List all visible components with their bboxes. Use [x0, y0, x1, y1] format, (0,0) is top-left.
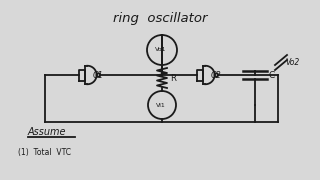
- Text: Vo2: Vo2: [285, 57, 299, 66]
- Text: G1: G1: [92, 71, 103, 80]
- Text: Assume: Assume: [28, 127, 67, 137]
- Text: ring  oscillator: ring oscillator: [113, 12, 207, 24]
- Text: (1)  Total  VTC: (1) Total VTC: [18, 147, 71, 156]
- Text: C: C: [269, 71, 275, 80]
- Text: G2: G2: [211, 71, 221, 80]
- Text: Vi1: Vi1: [156, 102, 166, 107]
- Text: R: R: [170, 73, 176, 82]
- Text: Vo1: Vo1: [155, 46, 167, 51]
